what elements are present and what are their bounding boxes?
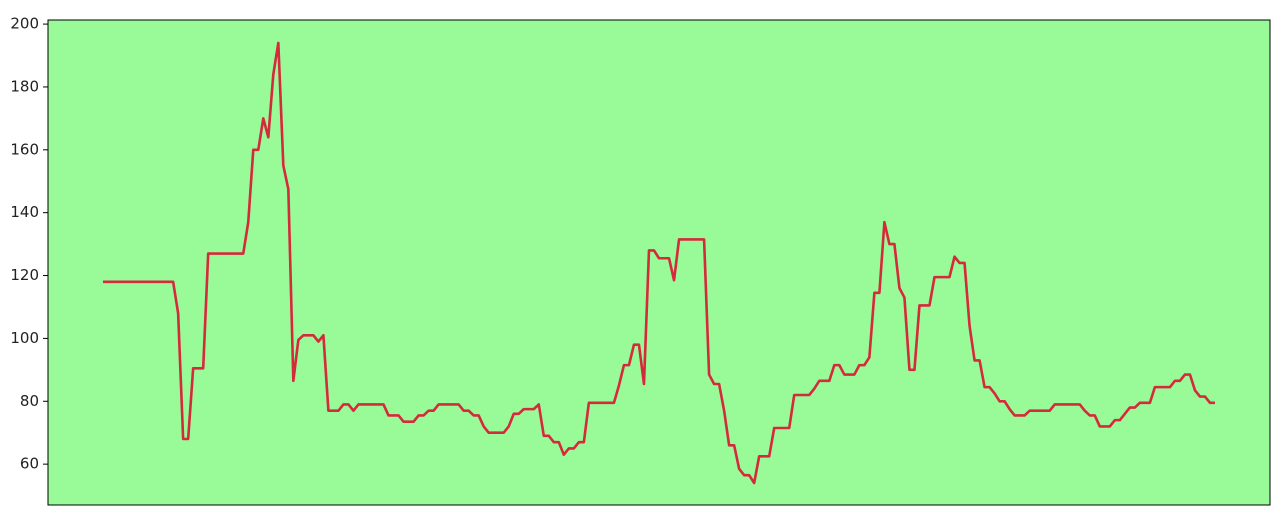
- y-tick-label: 80: [20, 392, 39, 410]
- plot-area: [47, 19, 1271, 506]
- y-tick-label: 140: [10, 203, 39, 221]
- y-tick-label: 180: [10, 77, 39, 95]
- y-tick-label: 200: [10, 15, 39, 33]
- y-tick-label: 160: [10, 140, 39, 158]
- y-tick-label: 100: [10, 329, 39, 347]
- y-tick-label: 60: [20, 455, 39, 473]
- y-tick-label: 120: [10, 266, 39, 284]
- data-line: [103, 41, 1215, 485]
